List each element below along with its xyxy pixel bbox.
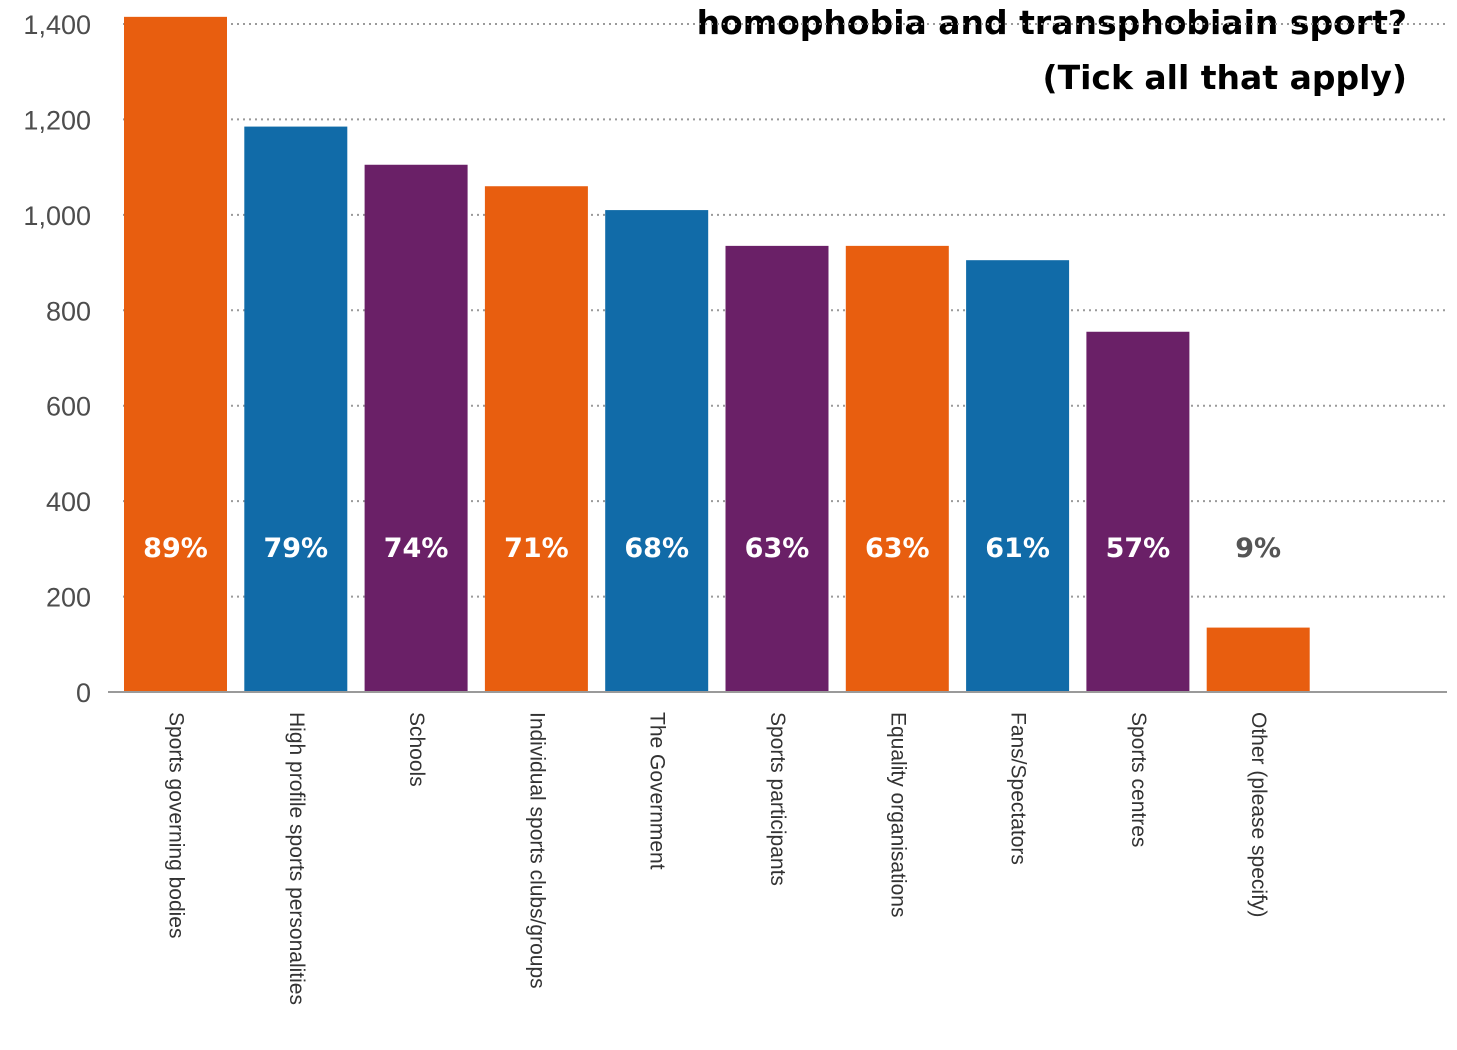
x-axis-tick-labels: Sports governing bodies High profile spor… (165, 712, 1271, 1005)
x-tick-label: Schools (405, 712, 428, 787)
x-tick-label: Equality organisations (886, 712, 909, 917)
x-tick-label: The Government (646, 712, 669, 870)
x-tick-label: Sports participants (766, 712, 789, 886)
y-tick-label: 200 (46, 583, 91, 613)
bar (725, 245, 829, 692)
percent-label: 89% (143, 533, 208, 564)
x-tick-label: Fans/Spectators (1007, 712, 1030, 865)
x-tick-label: Sports centres (1127, 712, 1150, 847)
bar (1206, 627, 1310, 692)
bar (364, 164, 468, 692)
x-tick-label: Other (please specify) (1247, 712, 1270, 917)
y-tick-label: 0 (76, 678, 91, 708)
percent-label: 63% (865, 533, 930, 564)
bar (244, 126, 348, 693)
y-tick-label: 600 (46, 392, 91, 422)
percent-label: 71% (504, 533, 569, 564)
percent-label: 79% (263, 533, 328, 564)
y-tick-label: 1,000 (23, 201, 91, 231)
bar (966, 260, 1070, 692)
bars (124, 16, 1310, 693)
percent-label: 9% (1235, 533, 1281, 564)
percent-label: 74% (384, 533, 449, 564)
x-tick-label: Individual sports clubs/groups (525, 712, 548, 989)
x-tick-label: High profile sports personalities (285, 712, 308, 1005)
y-axis-tick-labels: 0 200 400 600 800 1,000 1,200 1,400 (23, 10, 91, 708)
percent-label: 68% (624, 533, 689, 564)
x-tick-label: Sports governing bodies (165, 712, 188, 938)
bar (124, 16, 227, 693)
y-tick-label: 400 (46, 487, 91, 517)
y-tick-label: 1,400 (23, 10, 91, 40)
bar (845, 245, 949, 692)
chart-title-line-1: homophobia and transphobiain sport? (696, 3, 1407, 42)
percent-labels: 89% 79% 74% 71% 68% 63% 63% 61% 57% 9% (143, 533, 1281, 564)
chart-title-line-2: (Tick all that apply) (1042, 58, 1408, 97)
percent-label: 57% (1106, 533, 1171, 564)
y-tick-label: 1,200 (23, 105, 91, 135)
percent-label: 61% (985, 533, 1050, 564)
bar (1086, 331, 1190, 692)
percent-label: 63% (745, 533, 810, 564)
bar (605, 210, 709, 693)
y-tick-label: 800 (46, 296, 91, 326)
bar (484, 186, 588, 692)
